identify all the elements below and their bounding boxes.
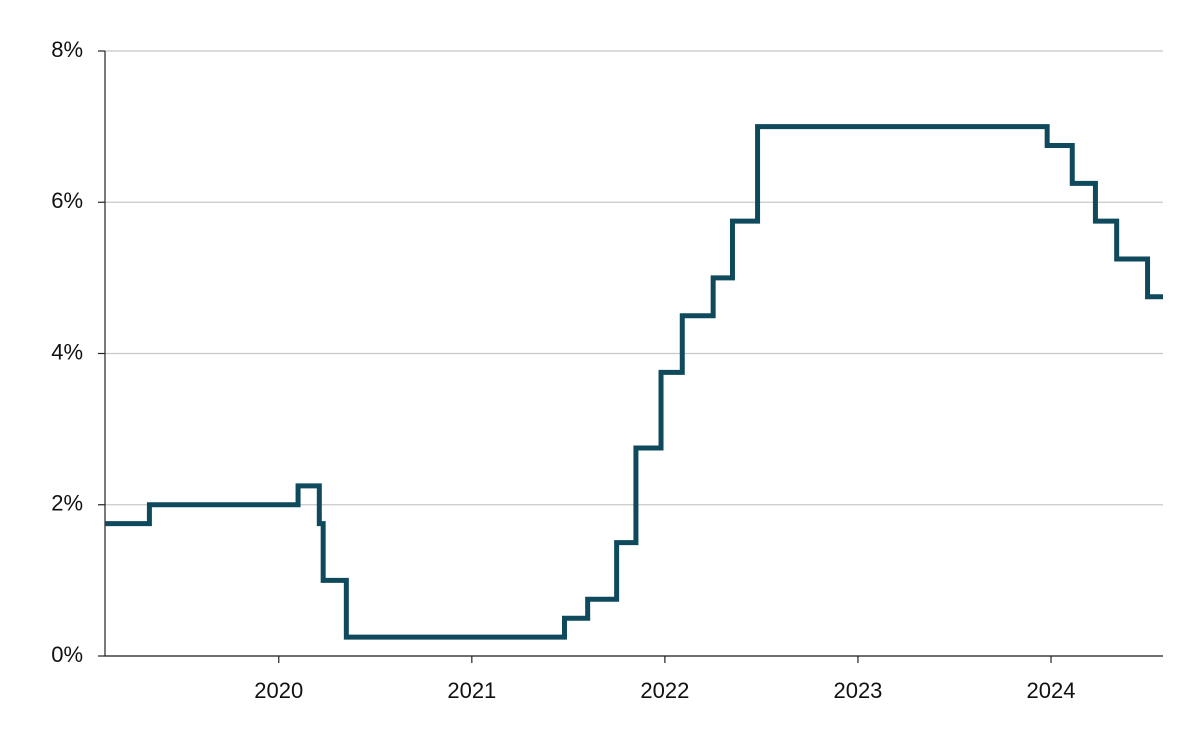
y-tick-label: 6% [51,188,83,213]
x-tick-label: 2022 [640,678,689,703]
step-line [105,124,1163,640]
y-tick-label: 8% [51,37,83,62]
y-tick-label: 4% [51,339,83,364]
x-tick-label: 2021 [447,678,496,703]
x-tick-label: 2023 [833,678,882,703]
x-tick-label: 2020 [254,678,303,703]
y-tick-label: 2% [51,491,83,516]
y-tick-label: 0% [51,642,83,667]
x-tick-label: 2024 [1027,678,1076,703]
